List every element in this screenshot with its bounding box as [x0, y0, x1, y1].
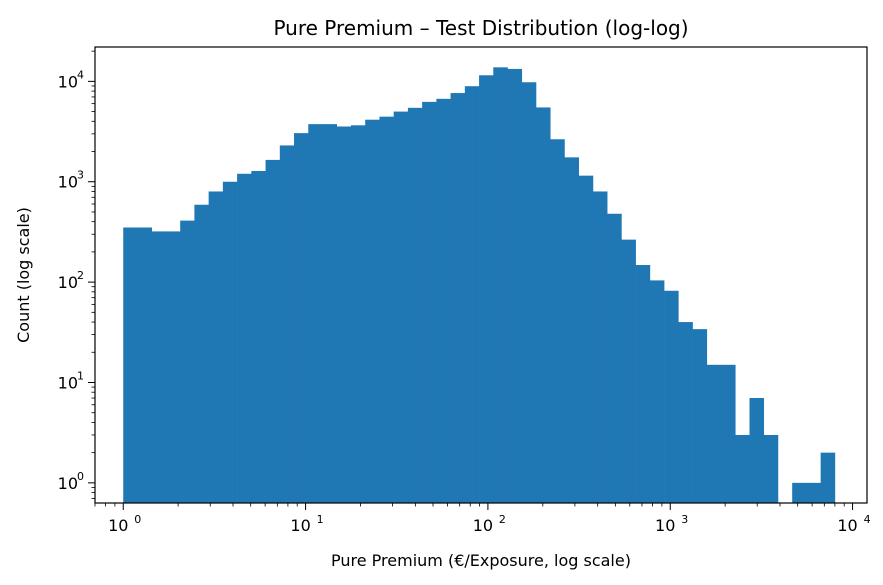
histogram-bar	[607, 213, 622, 504]
x-tick-exponent: 2	[499, 513, 506, 526]
x-axis-ticks: 10 0 10 1 10 2 10 3 10 4	[94, 503, 871, 535]
histogram-bar	[735, 434, 750, 503]
y-tick-label: 10	[58, 173, 78, 192]
histogram-bar	[322, 124, 338, 503]
histogram-bar	[336, 126, 352, 503]
histogram-bar	[792, 482, 807, 503]
y-tick-label: 10	[58, 72, 78, 91]
histogram-bar	[265, 159, 281, 503]
histogram-bar	[294, 133, 309, 503]
y-tick-exponent: 2	[77, 269, 84, 282]
histogram-bar	[820, 452, 836, 503]
x-tick-label: 10	[290, 516, 310, 535]
x-tick-exponent: 1	[317, 513, 324, 526]
chart-title: Pure Premium – Test Distribution (log-lo…	[273, 16, 688, 40]
x-tick-label: 10	[655, 516, 675, 535]
histogram-bar	[379, 116, 394, 503]
y-tick-exponent: 0	[77, 470, 84, 483]
histogram-bar	[592, 191, 608, 503]
x-axis-label: Pure Premium (€/Exposure, log scale)	[331, 551, 631, 570]
histogram-bar	[308, 124, 323, 503]
histogram-bar	[436, 98, 451, 503]
histogram-bar	[365, 119, 380, 504]
histogram-bar	[137, 227, 153, 503]
y-tick-label: 10	[58, 373, 78, 392]
histogram-bar	[806, 482, 821, 503]
histogram-bar	[621, 239, 636, 503]
histogram-bar	[237, 173, 252, 504]
histogram-bar	[749, 398, 765, 503]
histogram-bar	[208, 191, 224, 503]
histogram-bar	[706, 364, 722, 503]
histogram-bar	[479, 75, 494, 503]
histogram-bar	[251, 170, 266, 504]
x-tick-exponent: 3	[681, 513, 688, 526]
histogram-bar	[123, 227, 138, 503]
histogram-bar	[194, 204, 209, 504]
y-tick-exponent: 4	[77, 68, 84, 81]
histogram-bar	[151, 231, 167, 503]
histogram-bar	[550, 139, 565, 503]
y-tick-label: 10	[58, 474, 78, 493]
histogram-bar	[350, 125, 366, 504]
histogram-bar	[464, 86, 480, 504]
histogram-bar	[393, 111, 409, 503]
histogram-bar	[407, 107, 423, 503]
histogram-bar	[635, 265, 651, 503]
histogram-bar	[678, 322, 693, 503]
histogram-bar	[180, 220, 195, 504]
histogram-bar	[493, 67, 508, 503]
x-tick-label: 10	[837, 516, 857, 535]
histogram-bar	[450, 93, 466, 504]
histogram-bar	[763, 434, 779, 503]
x-tick-exponent: 4	[864, 513, 871, 526]
histogram-bar	[222, 181, 238, 504]
x-tick-label: 10	[108, 516, 128, 535]
y-tick-label: 10	[58, 273, 78, 292]
y-tick-exponent: 1	[77, 369, 84, 382]
histogram-bar	[692, 329, 708, 503]
y-axis-label: Count (log scale)	[14, 207, 33, 343]
histogram-bar	[649, 280, 665, 503]
histogram-bar	[664, 290, 679, 503]
histogram-bar	[422, 101, 437, 504]
histogram-bar	[165, 231, 181, 503]
x-tick-label: 10	[473, 516, 493, 535]
histogram-bar	[521, 82, 537, 503]
histogram-bar	[536, 107, 551, 504]
histogram-bar	[279, 145, 295, 503]
histogram-bar	[721, 364, 736, 503]
histogram-bar	[507, 68, 523, 503]
histogram-bar	[578, 175, 594, 503]
y-tick-exponent: 3	[77, 169, 84, 182]
bars-group	[123, 67, 836, 504]
histogram-bar	[564, 157, 579, 503]
x-tick-exponent: 0	[134, 513, 141, 526]
plot-frame	[94, 46, 868, 504]
